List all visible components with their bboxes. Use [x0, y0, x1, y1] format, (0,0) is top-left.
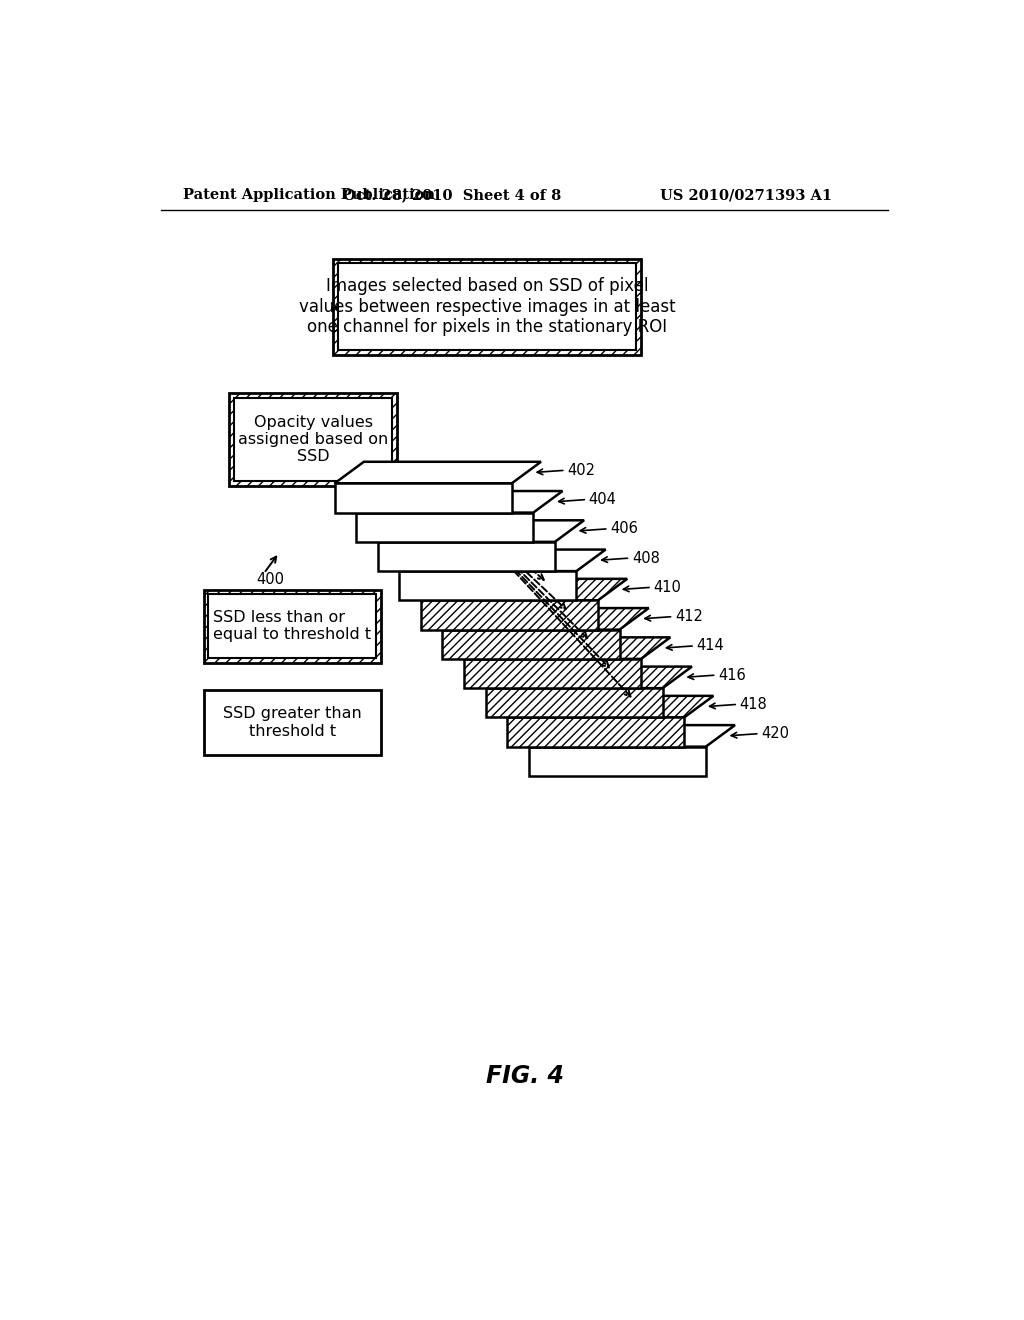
Polygon shape — [378, 543, 555, 572]
Text: SSD greater than
threshold t: SSD greater than threshold t — [223, 706, 361, 739]
Polygon shape — [485, 667, 692, 688]
Text: 418: 418 — [739, 697, 767, 711]
Polygon shape — [442, 609, 649, 630]
Bar — [338, 263, 637, 350]
Polygon shape — [399, 549, 605, 572]
Polygon shape — [356, 512, 534, 543]
Text: 406: 406 — [610, 521, 638, 536]
Text: 408: 408 — [632, 550, 659, 565]
Bar — [233, 397, 392, 480]
Polygon shape — [507, 696, 714, 718]
Text: SSD less than or
equal to threshold t: SSD less than or equal to threshold t — [213, 610, 372, 643]
Bar — [204, 590, 381, 663]
Polygon shape — [464, 638, 671, 659]
Text: Oct. 28, 2010  Sheet 4 of 8: Oct. 28, 2010 Sheet 4 of 8 — [343, 189, 561, 202]
Bar — [204, 689, 381, 755]
Polygon shape — [464, 659, 641, 688]
Text: FIG. 4: FIG. 4 — [485, 1064, 564, 1088]
Polygon shape — [335, 462, 541, 483]
Polygon shape — [399, 572, 577, 601]
Polygon shape — [507, 718, 684, 747]
Text: Patent Application Publication: Patent Application Publication — [183, 189, 435, 202]
Polygon shape — [335, 483, 512, 512]
Text: 420: 420 — [761, 726, 790, 741]
Text: 404: 404 — [589, 492, 616, 507]
Text: US 2010/0271393 A1: US 2010/0271393 A1 — [660, 189, 833, 202]
Text: Opacity values
assigned based on
SSD: Opacity values assigned based on SSD — [238, 414, 388, 465]
Polygon shape — [421, 601, 598, 630]
Polygon shape — [356, 491, 562, 512]
Polygon shape — [421, 579, 628, 601]
Polygon shape — [528, 747, 706, 776]
Bar — [333, 259, 641, 355]
Text: Images selected based on SSD of pixel
values between respective images in at lea: Images selected based on SSD of pixel va… — [299, 277, 676, 337]
Polygon shape — [378, 520, 584, 543]
Text: 400: 400 — [256, 572, 284, 587]
Text: 412: 412 — [675, 609, 702, 624]
Polygon shape — [485, 688, 663, 718]
Polygon shape — [442, 630, 620, 659]
Text: 416: 416 — [718, 668, 745, 682]
Bar — [208, 594, 376, 659]
Polygon shape — [528, 725, 735, 747]
Text: 414: 414 — [696, 639, 724, 653]
Text: 410: 410 — [653, 579, 681, 595]
Text: 402: 402 — [567, 463, 595, 478]
Bar — [229, 393, 397, 486]
